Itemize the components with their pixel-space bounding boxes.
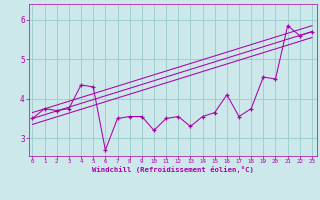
X-axis label: Windchill (Refroidissement éolien,°C): Windchill (Refroidissement éolien,°C) [92, 166, 254, 173]
